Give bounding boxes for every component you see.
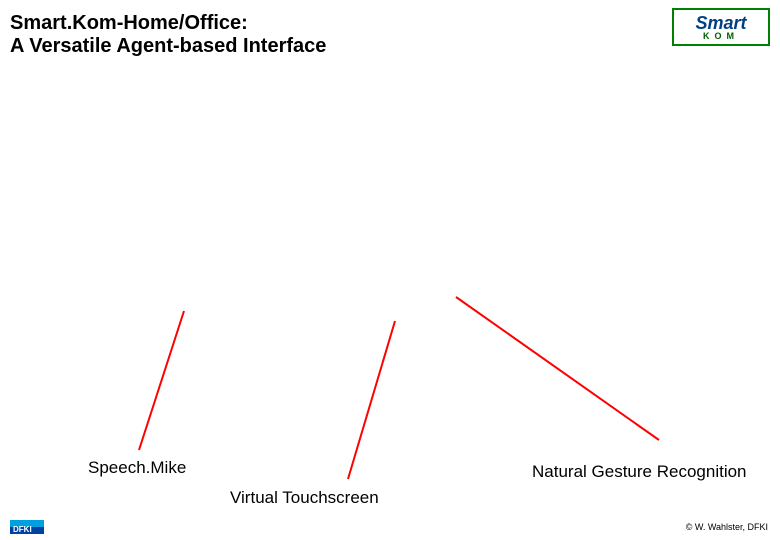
title-line-1: Smart.Kom-Home/Office: <box>10 12 326 35</box>
label-natural-gesture: Natural Gesture Recognition <box>532 462 747 482</box>
logo-sub-text: KOM <box>703 31 739 41</box>
connector-line <box>456 297 659 440</box>
title-line-2: A Versatile Agent-based Interface <box>10 35 326 58</box>
connector-line <box>139 311 184 450</box>
slide-title: Smart.Kom-Home/Office: A Versatile Agent… <box>10 12 326 58</box>
label-virtual-touchscreen: Virtual Touchscreen <box>230 488 379 508</box>
smartkom-logo: Smart KOM <box>672 8 770 46</box>
connector-line <box>348 321 395 479</box>
dfki-logo-icon: DFKI <box>10 520 44 534</box>
label-speech-mike: Speech.Mike <box>88 458 186 478</box>
svg-text:DFKI: DFKI <box>13 525 32 534</box>
attribution-text: © W. Wahlster, DFKI <box>686 522 768 532</box>
